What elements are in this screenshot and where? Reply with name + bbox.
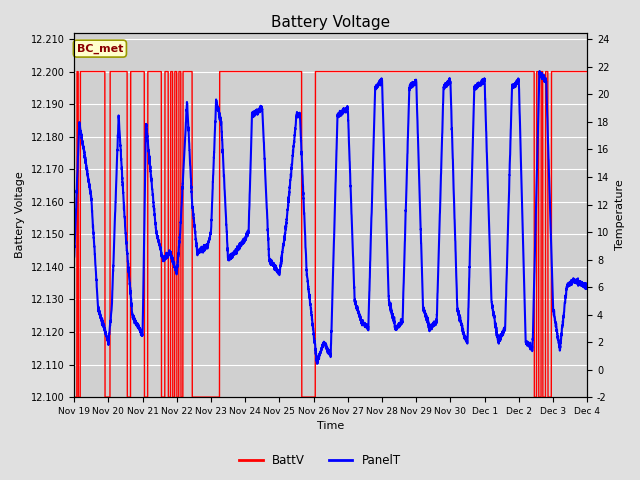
Legend: BattV, PanelT: BattV, PanelT [234,449,406,472]
Title: Battery Voltage: Battery Voltage [271,15,390,30]
Y-axis label: Battery Voltage: Battery Voltage [15,171,25,258]
Y-axis label: Temperature: Temperature [615,180,625,250]
Text: BC_met: BC_met [77,44,123,54]
X-axis label: Time: Time [317,421,344,432]
